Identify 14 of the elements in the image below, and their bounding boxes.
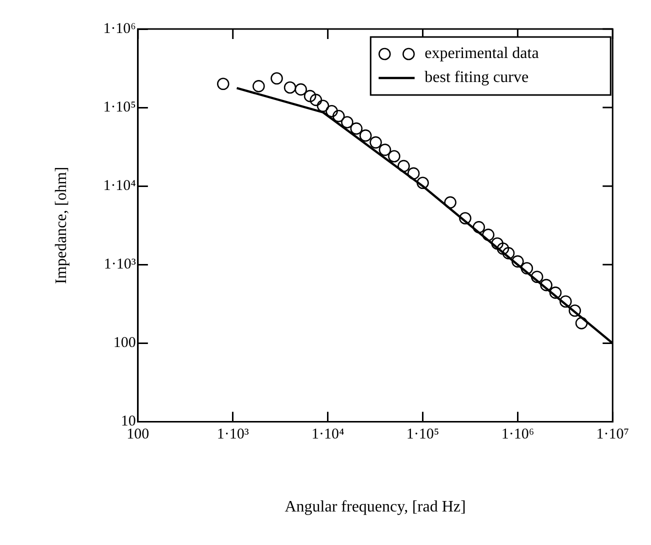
y-tick-label: 1·10³	[104, 256, 136, 273]
x-axis-title: Angular frequency, [rad Hz]	[284, 498, 466, 516]
legend-label: experimental data	[424, 45, 539, 62]
y-tick-label: 1·10⁶	[103, 20, 136, 37]
x-tick-label: 1·10⁶	[501, 426, 534, 443]
legend-label: best fiting curve	[424, 69, 529, 86]
y-axis-title: Impedance, [ohm]	[52, 166, 70, 284]
x-tick-label: 1·10⁴	[311, 426, 344, 443]
x-tick-label: 1·10⁵	[406, 426, 440, 443]
x-tick-label: 1·10³	[216, 426, 250, 443]
y-tick-label: 1·10⁴	[103, 178, 136, 194]
x-tick-label: 1·10⁷	[596, 426, 630, 443]
y-tick-label: 100	[113, 335, 136, 352]
y-tick-label: 1·10⁵	[103, 99, 136, 116]
